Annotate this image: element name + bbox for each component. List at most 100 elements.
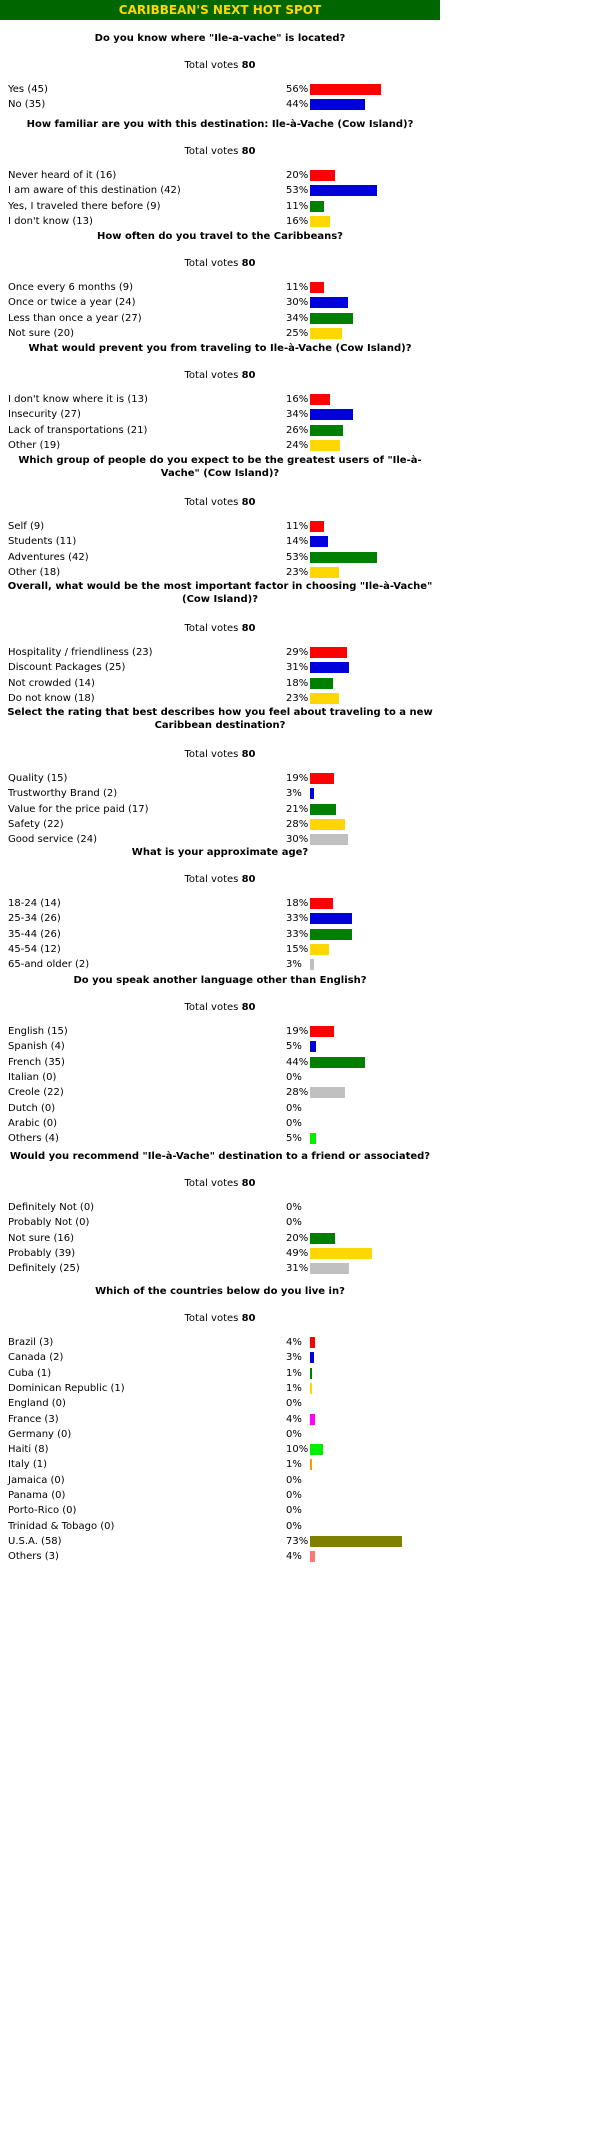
- poll-question: Would you recommend "Ile-à-Vache" destin…: [9, 1151, 431, 1162]
- option-percent: 29%: [286, 647, 309, 658]
- option-percent: 10%: [286, 1444, 309, 1456]
- option-percent: 53%: [286, 551, 309, 563]
- option-percent: 19%: [286, 773, 309, 784]
- total-votes-value: 80: [241, 1002, 256, 1013]
- total-votes-label: Total votes: [184, 1313, 239, 1324]
- option-bar: [310, 1041, 316, 1053]
- option-percent: 20%: [286, 170, 309, 181]
- option-label: Others (3): [8, 1551, 59, 1563]
- option-percent: 34%: [286, 409, 309, 421]
- option-label: Probably (39): [8, 1247, 76, 1259]
- option-label: Dominican Republic (1): [8, 1382, 125, 1394]
- total-votes-label: Total votes: [184, 623, 239, 634]
- option-bar: [310, 773, 334, 784]
- option-bar: [310, 1382, 312, 1394]
- option-percent: 3%: [286, 959, 302, 971]
- option-bar: [310, 1337, 315, 1348]
- option-bar: [310, 170, 335, 181]
- total-votes-value: 80: [241, 146, 256, 157]
- option-label: I don't know where it is (13): [8, 394, 148, 405]
- total-votes: Total votes 80: [0, 59, 440, 72]
- option-percent: 5%: [286, 1041, 302, 1053]
- option-percent: 1%: [286, 1382, 302, 1394]
- total-votes: Total votes 80: [0, 748, 440, 761]
- poll-option-row: U.S.A. (58) 73%: [0, 1534, 440, 1549]
- total-votes-value: 80: [241, 623, 256, 634]
- poll-option-row: I am aware of this destination (42) 53%: [0, 183, 440, 198]
- option-bar: [310, 521, 324, 532]
- option-percent: 23%: [286, 566, 309, 578]
- total-votes: Total votes 80: [0, 369, 440, 382]
- poll-option-row: Definitely (25) 31%: [0, 1261, 440, 1276]
- option-percent: 21%: [286, 803, 309, 815]
- total-votes-label: Total votes: [184, 370, 239, 381]
- option-percent: 16%: [286, 215, 309, 227]
- option-bar: [310, 647, 347, 658]
- option-label: France (3): [8, 1413, 59, 1425]
- option-label: Do not know (18): [8, 692, 95, 704]
- total-votes-label: Total votes: [184, 1178, 239, 1189]
- page: CARIBBEAN'S NEXT HOT SPOT Do you know wh…: [0, 0, 440, 1563]
- option-bar: [310, 913, 352, 925]
- total-votes-label: Total votes: [184, 60, 239, 71]
- poll-option-row: Not sure (20) 25%: [0, 326, 440, 341]
- poll-option-row: Trustworthy Brand (2) 3%: [0, 786, 440, 801]
- option-label: Not sure (20): [8, 327, 74, 339]
- option-label: 45-54 (12): [8, 943, 61, 955]
- option-percent: 1%: [286, 1367, 302, 1379]
- poll-option-row: Yes (45) 56%: [0, 82, 440, 97]
- option-percent: 4%: [286, 1413, 302, 1425]
- option-label: Other (18): [8, 566, 61, 578]
- option-label: English (15): [8, 1026, 68, 1037]
- option-percent: 31%: [286, 1263, 309, 1275]
- option-bar: [310, 424, 343, 436]
- option-bar: [310, 1247, 372, 1259]
- option-percent: 18%: [286, 898, 309, 909]
- total-votes: Total votes 80: [0, 1312, 440, 1325]
- option-bar: [310, 662, 349, 674]
- option-percent: 15%: [286, 943, 309, 955]
- poll-option-row: I don't know (13) 16%: [0, 214, 440, 229]
- option-label: Italian (0): [8, 1071, 57, 1083]
- option-percent: 0%: [286, 1520, 302, 1532]
- poll-option-row: Panama (0) 0%: [0, 1488, 440, 1503]
- option-label: Dutch (0): [8, 1102, 56, 1114]
- option-bar: [310, 215, 330, 227]
- option-label: Others (4): [8, 1133, 59, 1145]
- option-bar: [310, 1535, 402, 1547]
- banner-title: CARIBBEAN'S NEXT HOT SPOT: [0, 0, 440, 20]
- option-bar: [310, 898, 333, 909]
- option-label: Probably Not (0): [8, 1217, 90, 1229]
- option-bar: [310, 1087, 345, 1099]
- option-label: Panama (0): [8, 1490, 66, 1501]
- option-percent: 44%: [286, 99, 309, 111]
- poll-option-row: Italian (0) 0%: [0, 1070, 440, 1085]
- poll-question: Select the rating that best describes ho…: [7, 707, 433, 731]
- poll-question: How familiar are you with this destinati…: [26, 119, 414, 130]
- poll-option-row: Arabic (0) 0%: [0, 1116, 440, 1131]
- poll-question: Do you know where "Ile-a-vache" is locat…: [94, 33, 346, 44]
- option-label: Value for the price paid (17): [8, 803, 149, 815]
- option-label: U.S.A. (58): [8, 1535, 62, 1547]
- option-bar: [310, 551, 377, 563]
- option-percent: 28%: [286, 1087, 309, 1099]
- option-bar: [310, 394, 330, 405]
- option-bar: [310, 1133, 316, 1145]
- option-label: Safety (22): [8, 818, 64, 830]
- total-votes-label: Total votes: [184, 146, 239, 157]
- option-percent: 0%: [286, 1505, 302, 1517]
- option-label: No (35): [8, 99, 46, 111]
- option-percent: 0%: [286, 1428, 302, 1440]
- option-bar: [310, 84, 381, 95]
- poll-question: How often do you travel to the Caribbean…: [97, 231, 343, 242]
- option-label: 65-and older (2): [8, 959, 90, 971]
- total-votes-value: 80: [241, 370, 256, 381]
- option-percent: 4%: [286, 1337, 302, 1348]
- poll-option-row: Quality (15) 19%: [0, 771, 440, 786]
- total-votes: Total votes 80: [0, 1001, 440, 1014]
- option-percent: 30%: [286, 834, 309, 846]
- poll-option-row: Canada (2) 3%: [0, 1350, 440, 1365]
- total-votes-value: 80: [241, 749, 256, 760]
- total-votes-label: Total votes: [184, 874, 239, 885]
- poll-question: Which group of people do you expect to b…: [18, 455, 422, 479]
